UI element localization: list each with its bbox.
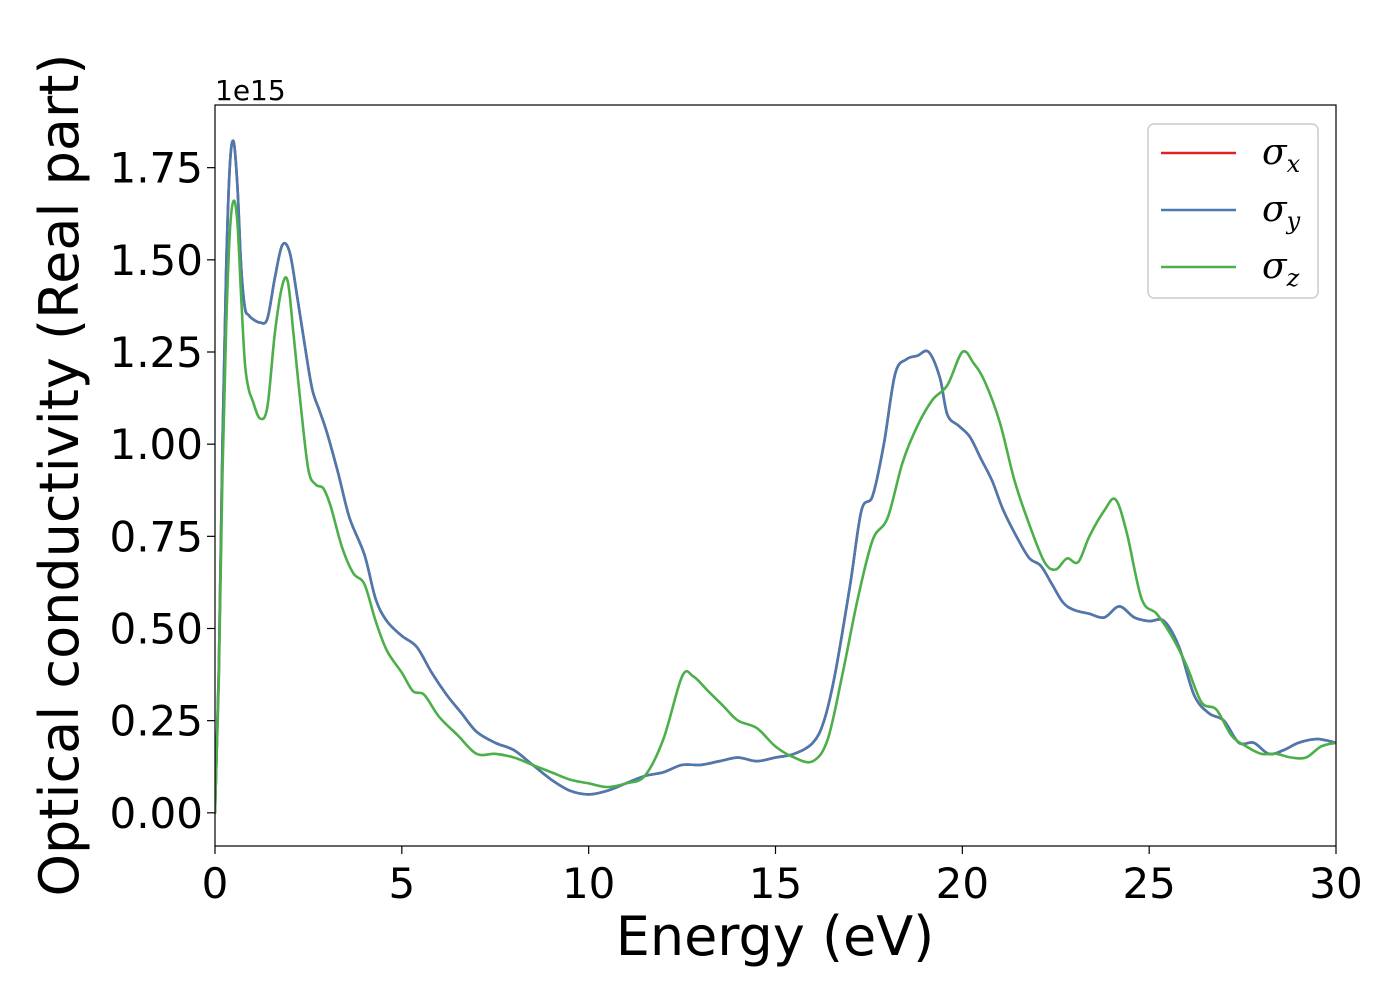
x-tick-label: 10 (562, 859, 615, 908)
y-tick-label: 1.50 (109, 236, 203, 285)
x-tick-label: 25 (1122, 859, 1175, 908)
y-tick-label: 0.00 (109, 789, 203, 838)
series-line-z (215, 199, 1336, 815)
x-axis-ticks: 0 5 10 15 20 25 30 (202, 846, 1363, 908)
legend-label-x: σx (1262, 132, 1301, 178)
x-tick-label: 5 (388, 859, 415, 908)
y-tick-label: 0.50 (109, 604, 203, 653)
y-axis-ticks: 0.00 0.25 0.50 0.75 1.00 1.25 1.50 1.75 (109, 144, 215, 838)
x-tick-label: 30 (1309, 859, 1362, 908)
y-tick-label: 0.75 (109, 512, 203, 561)
x-tick-label: 0 (202, 859, 229, 908)
x-tick-label: 15 (749, 859, 802, 908)
y-offset-label: 1e15 (215, 74, 286, 107)
y-axis-label: Optical conductivity (Real part) (28, 54, 91, 897)
y-tick-label: 0.25 (109, 697, 203, 746)
legend-label-z: σz (1262, 246, 1300, 292)
legend-label-y: σy (1262, 189, 1301, 235)
y-tick-label: 1.75 (109, 144, 203, 193)
y-tick-label: 1.25 (109, 328, 203, 377)
y-tick-label: 1.00 (109, 420, 203, 469)
legend: σx σy σz (1147, 123, 1319, 299)
series-line-y (215, 139, 1336, 815)
series-layer (215, 139, 1336, 815)
x-tick-label: 20 (936, 859, 989, 908)
x-axis-label: Energy (eV) (616, 905, 935, 968)
